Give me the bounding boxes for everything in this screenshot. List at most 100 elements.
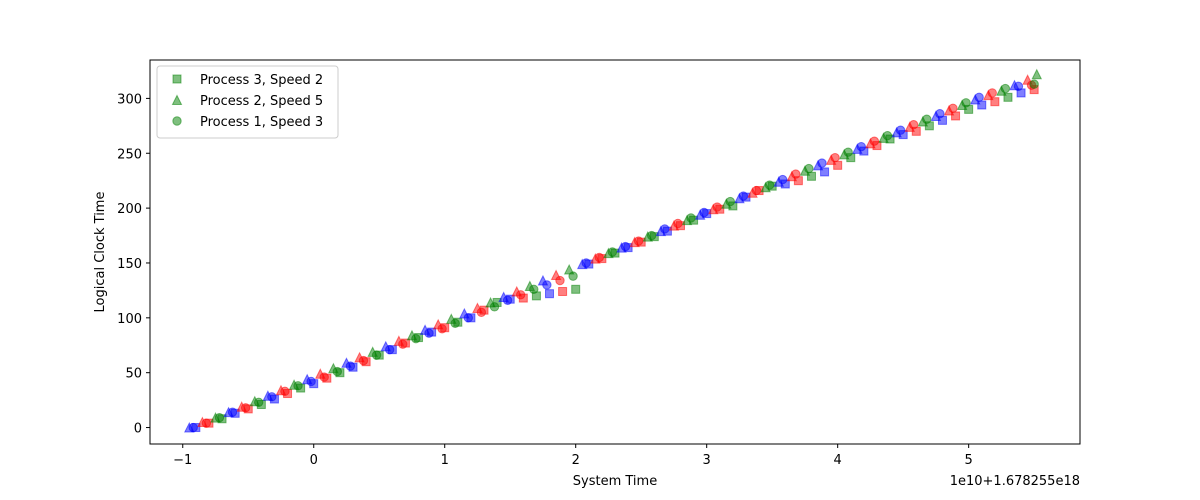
data-marks bbox=[183, 68, 1043, 433]
series-3-point bbox=[856, 141, 866, 152]
x-tick-label: −1 bbox=[173, 453, 192, 468]
series-3-point bbox=[1029, 79, 1039, 89]
series-3-point bbox=[908, 120, 919, 130]
series-3-point bbox=[450, 318, 460, 329]
series-3-point bbox=[974, 92, 984, 103]
series-3-point bbox=[764, 180, 775, 190]
series-3-point bbox=[371, 350, 382, 360]
legend-marker-1 bbox=[172, 74, 182, 84]
series-1-point bbox=[571, 284, 581, 294]
series-3-point bbox=[961, 98, 971, 108]
x-tick-label: 1 bbox=[441, 453, 449, 468]
series-3-point bbox=[948, 103, 958, 113]
series-3-point bbox=[673, 218, 683, 229]
series-3-point bbox=[843, 147, 853, 157]
y-tick-label: 50 bbox=[125, 367, 142, 382]
series-3-point bbox=[319, 372, 329, 382]
series-3-point bbox=[620, 241, 631, 252]
series-3-point bbox=[267, 392, 277, 402]
series-3-point bbox=[568, 271, 578, 281]
series-3-point bbox=[1000, 83, 1011, 94]
series-3-point bbox=[581, 258, 591, 268]
series-1-point bbox=[990, 97, 1000, 107]
series-3-point bbox=[188, 422, 198, 433]
series-3-point bbox=[607, 247, 618, 257]
series-3-point bbox=[555, 275, 565, 286]
series-1-point bbox=[558, 286, 568, 296]
legend-marker-3 bbox=[172, 116, 182, 126]
series-3-point bbox=[712, 202, 722, 212]
legend-marker-2 bbox=[171, 94, 183, 105]
x-tick-label: 0 bbox=[310, 453, 318, 468]
series-3-point bbox=[489, 302, 500, 312]
legend-label-3: Process 1, Speed 3 bbox=[200, 115, 323, 130]
series-3-point bbox=[542, 280, 552, 290]
series-1-point bbox=[545, 289, 555, 299]
legend-label-2: Process 2, Speed 5 bbox=[200, 94, 323, 109]
series-3-point bbox=[385, 344, 395, 355]
y-tick-label: 250 bbox=[117, 147, 142, 162]
x-axis-label: System Time bbox=[573, 474, 657, 489]
series-3-point bbox=[1013, 81, 1024, 92]
series-3-point bbox=[817, 158, 827, 168]
series-3-point bbox=[869, 136, 880, 146]
x-tick-label: 3 bbox=[703, 453, 711, 468]
series-3-point bbox=[463, 313, 473, 323]
plot-frame bbox=[149, 59, 1081, 445]
legend-label-1: Process 3, Speed 2 bbox=[200, 73, 323, 88]
series-3-point bbox=[882, 131, 893, 141]
series-3-point bbox=[830, 152, 840, 163]
y-tick-label: 200 bbox=[117, 202, 142, 217]
y-axis-label: Logical Clock Time bbox=[93, 192, 108, 313]
series-3-point bbox=[358, 355, 369, 366]
series-3-point bbox=[214, 412, 225, 423]
x-tick-label: 5 bbox=[965, 453, 973, 468]
series-3-point bbox=[895, 125, 906, 135]
y-tick-label: 300 bbox=[117, 92, 142, 107]
series-3-point bbox=[777, 174, 788, 185]
series-3-point bbox=[306, 376, 316, 387]
series-1-point bbox=[820, 167, 830, 177]
y-tick-label: 100 bbox=[117, 312, 142, 327]
series-3-point bbox=[332, 366, 343, 377]
series-3-point bbox=[293, 381, 303, 391]
x-tick-label: 2 bbox=[572, 453, 580, 468]
series-3-point bbox=[987, 88, 997, 98]
series-3-point bbox=[738, 191, 749, 201]
series-1-point bbox=[1003, 92, 1013, 102]
series-3-point bbox=[633, 236, 644, 246]
series-3-point bbox=[437, 324, 447, 334]
series-3-point bbox=[660, 224, 670, 234]
y-tick-label: 0 bbox=[134, 422, 142, 437]
series-3-point bbox=[227, 407, 238, 417]
series-3-point bbox=[699, 207, 709, 218]
series-3-point bbox=[935, 109, 945, 119]
series-3-point bbox=[398, 339, 408, 349]
series-3-point bbox=[280, 386, 290, 397]
series-3-point bbox=[804, 163, 814, 174]
series-3-point bbox=[751, 185, 762, 196]
series-3-point bbox=[725, 196, 735, 207]
series-3-point bbox=[502, 295, 513, 305]
series-3-point bbox=[411, 333, 421, 344]
series-3-point bbox=[515, 290, 526, 300]
series-3-point bbox=[254, 397, 264, 408]
y-tick-label: 150 bbox=[117, 257, 142, 272]
series-3-point bbox=[686, 213, 696, 223]
legend-box bbox=[156, 65, 339, 139]
x-tick-label: 4 bbox=[834, 453, 842, 468]
series-3-point bbox=[345, 361, 356, 371]
legend: Process 3, Speed 2 Process 2, Speed 5 Proc… bbox=[156, 65, 339, 139]
series-3-point bbox=[240, 403, 251, 413]
series-3-point bbox=[594, 252, 604, 263]
series-3-point bbox=[646, 230, 657, 241]
series-2-point bbox=[1031, 68, 1043, 80]
series-3-point bbox=[529, 284, 539, 295]
x-axis-offset-label: 1e10+1.678255e18 bbox=[950, 474, 1080, 489]
series-3-point bbox=[201, 418, 212, 428]
series-3-point bbox=[424, 328, 434, 338]
series-3-point bbox=[791, 169, 801, 179]
